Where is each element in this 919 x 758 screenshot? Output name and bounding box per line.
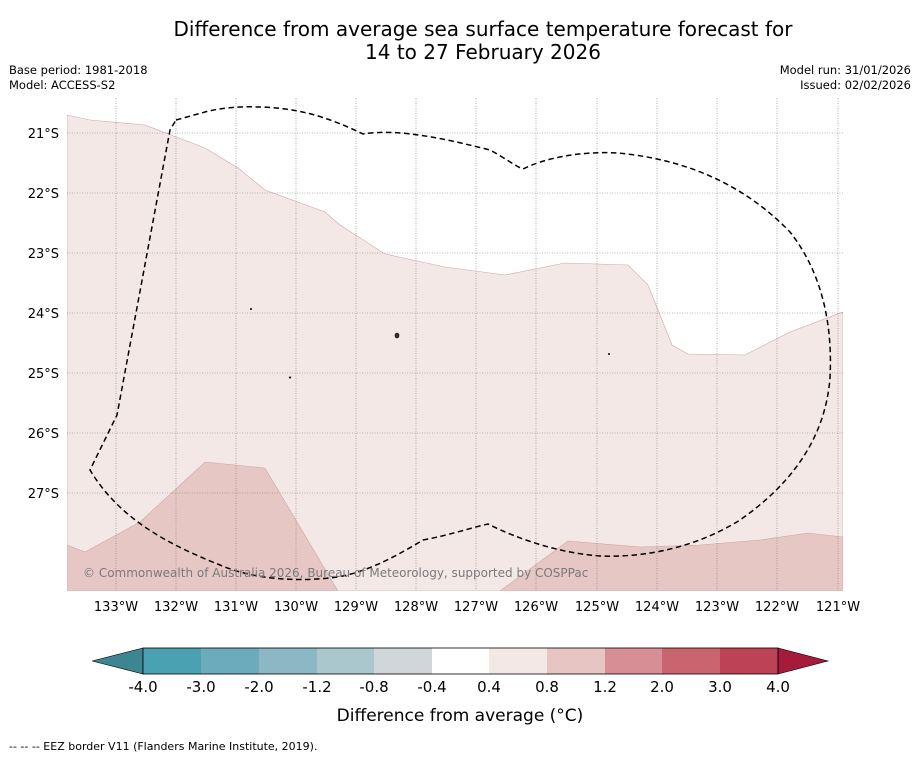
colorbar-extend-low xyxy=(91,647,144,675)
lon-label: 129°W xyxy=(334,600,378,615)
lon-label: 121°W xyxy=(816,600,860,615)
lon-label: 124°W xyxy=(635,600,679,615)
title-line-2: 14 to 27 February 2026 xyxy=(365,40,601,64)
lat-label: 25°S xyxy=(28,367,59,382)
colorbar-segment xyxy=(720,648,778,674)
colorbar-tick: 0.4 xyxy=(477,678,501,696)
colorbar-tick: 1.2 xyxy=(593,678,617,696)
lon-label: 131°W xyxy=(214,600,258,615)
colorbar-segment xyxy=(432,648,489,674)
island-2 xyxy=(394,332,400,339)
issued-date: Issued: 02/02/2026 xyxy=(800,78,911,92)
map-area xyxy=(67,114,843,591)
colorbar-tick: 0.8 xyxy=(535,678,559,696)
meta-left: Base period: 1981-2018 Model: ACCESS-S2 xyxy=(9,63,148,93)
islands xyxy=(250,308,610,379)
colorbar-tick: -4.0 xyxy=(128,678,157,696)
lon-label: 126°W xyxy=(514,600,558,615)
eez-border xyxy=(89,106,832,581)
model-run: Model run: 31/01/2026 xyxy=(779,63,911,77)
colorbar: -4.0 -3.0 -2.0 -1.2 -0.8 -0.4 0.4 0.8 1.… xyxy=(91,647,830,726)
colorbar-segment xyxy=(547,648,605,674)
eez-footnote: -- -- -- EEZ border V11 (Flanders Marine… xyxy=(9,740,318,753)
sst-band-0-8-to-1-2-west xyxy=(67,461,339,591)
lat-label: 24°S xyxy=(28,307,59,322)
lat-label: 22°S xyxy=(28,187,59,202)
lon-label: 125°W xyxy=(575,600,619,615)
lat-label: 26°S xyxy=(28,427,59,442)
colorbar-tick: 2.0 xyxy=(650,678,674,696)
colorbar-segment xyxy=(201,648,259,674)
colorbar-segment xyxy=(317,648,374,674)
chart-title: Difference from average sea surface temp… xyxy=(0,18,919,64)
colorbar-tick: -1.2 xyxy=(302,678,331,696)
colorbar-tick: 4.0 xyxy=(766,678,790,696)
colorbar-tick: 3.0 xyxy=(708,678,732,696)
colorbar-extend-high xyxy=(777,647,830,675)
colorbar-segment xyxy=(374,648,432,674)
sst-band-0-8-to-1-2-east xyxy=(499,532,843,591)
lon-label: 127°W xyxy=(454,600,498,615)
colorbar-label: Difference from average (°C) xyxy=(337,706,584,726)
longitude-labels: 133°W 132°W 131°W 130°W 129°W 128°W 127°… xyxy=(94,600,860,615)
title-line-1: Difference from average sea surface temp… xyxy=(173,17,793,41)
colorbar-tick: -3.0 xyxy=(186,678,215,696)
longitude-gridlines xyxy=(115,98,839,591)
lon-label: 128°W xyxy=(394,600,438,615)
colorbar-tick: -0.4 xyxy=(417,678,446,696)
colorbar-segment xyxy=(662,648,720,674)
island-1 xyxy=(250,308,252,310)
colorbar-tick: -2.0 xyxy=(244,678,273,696)
lat-label: 27°S xyxy=(28,487,59,502)
colorbar-segment xyxy=(605,648,662,674)
colorbar-outline xyxy=(142,647,779,675)
colorbar-segment xyxy=(489,648,547,674)
lat-label: 23°S xyxy=(28,247,59,262)
lon-label: 130°W xyxy=(274,600,318,615)
model-name: Model: ACCESS-S2 xyxy=(9,78,116,92)
lon-label: 132°W xyxy=(154,600,198,615)
copyright-notice: © Commonwealth of Australia 2026, Bureau… xyxy=(83,566,588,580)
lat-label: 21°S xyxy=(28,127,59,142)
lon-label: 122°W xyxy=(755,600,799,615)
island-4 xyxy=(608,353,610,355)
colorbar-segment xyxy=(143,648,201,674)
latitude-gridlines xyxy=(67,132,843,494)
lon-label: 123°W xyxy=(695,600,739,615)
base-period: Base period: 1981-2018 xyxy=(9,63,148,77)
meta-right: Model run: 31/01/2026 Issued: 02/02/2026 xyxy=(780,63,911,93)
lon-label: 133°W xyxy=(94,600,138,615)
colorbar-segment xyxy=(259,648,317,674)
colorbar-tick: -0.8 xyxy=(359,678,388,696)
island-3 xyxy=(288,376,292,379)
latitude-labels: 21°S 22°S 23°S 24°S 25°S 26°S 27°S xyxy=(28,127,59,502)
